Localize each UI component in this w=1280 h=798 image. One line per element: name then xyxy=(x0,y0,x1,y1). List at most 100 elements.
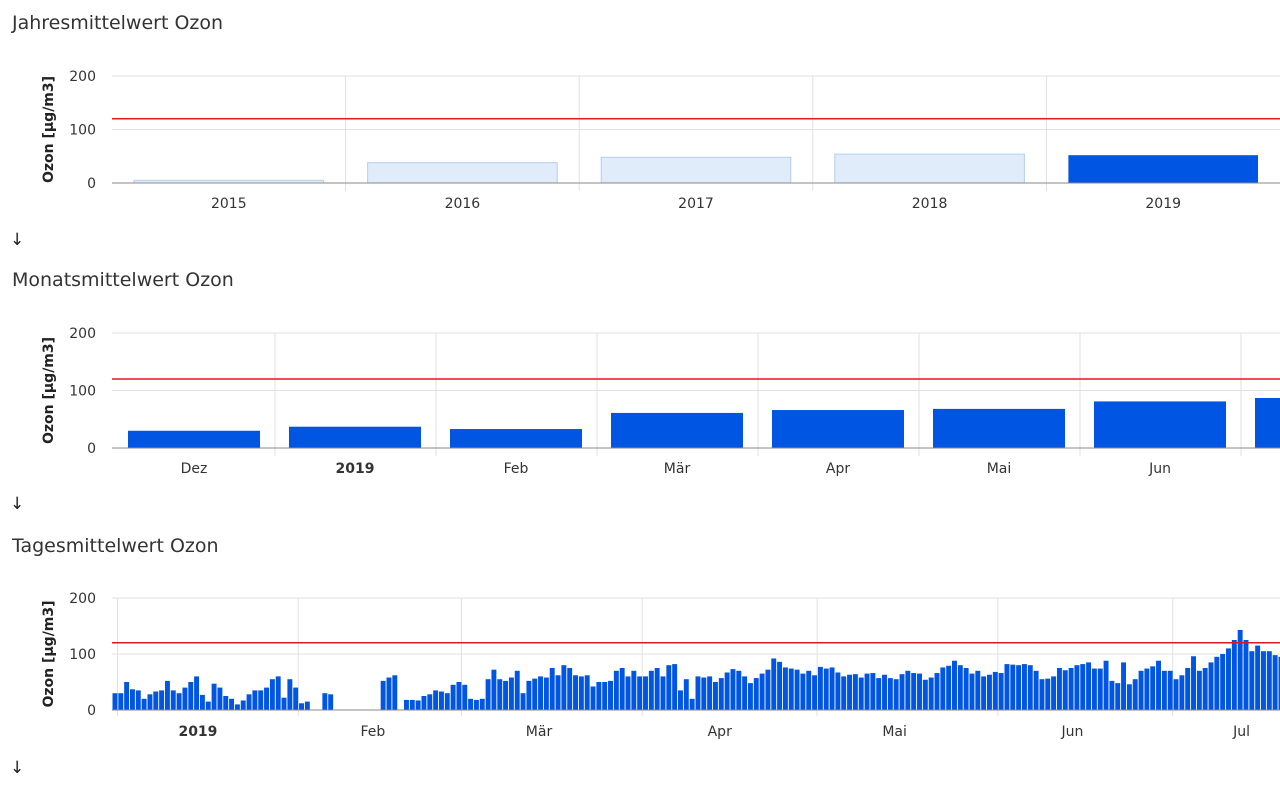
bar xyxy=(887,678,893,710)
bar xyxy=(508,677,514,710)
bar xyxy=(1196,670,1202,710)
bar xyxy=(893,679,899,710)
y-tick-label: 0 xyxy=(87,441,96,457)
bar xyxy=(1243,640,1249,710)
bar xyxy=(322,693,328,710)
bar xyxy=(934,673,940,710)
bar xyxy=(543,677,549,710)
bar xyxy=(753,678,759,710)
bar xyxy=(654,668,660,710)
bar xyxy=(1179,675,1185,710)
bar xyxy=(1150,666,1156,710)
yearly-chart: 0 100 200 Ozon [µg/m3] 2015 2016 2017 2018 2019 xyxy=(41,69,1280,212)
bar xyxy=(578,676,584,710)
bar xyxy=(905,670,911,710)
x-tick-label: 2018 xyxy=(912,196,948,212)
bar xyxy=(404,699,409,710)
chart-title-daily: Tagesmittelwert Ozon xyxy=(12,535,219,557)
bar xyxy=(1115,683,1121,710)
y-tick-label: 0 xyxy=(87,176,96,192)
bar xyxy=(777,661,783,710)
bar xyxy=(1261,651,1266,710)
bar xyxy=(538,676,544,710)
bar xyxy=(573,675,578,710)
bar xyxy=(882,674,887,710)
bar xyxy=(683,679,689,710)
bar xyxy=(759,673,765,710)
bar xyxy=(1185,668,1191,710)
bar xyxy=(782,667,788,710)
bar xyxy=(952,660,957,710)
bar xyxy=(217,687,223,710)
x-tick-label: Jun xyxy=(1148,461,1171,477)
bar xyxy=(800,673,806,710)
x-tick-label: 2019 xyxy=(178,724,217,740)
bar xyxy=(981,676,987,710)
bar xyxy=(438,691,444,710)
bar xyxy=(1004,664,1010,710)
bar xyxy=(590,686,596,710)
bar xyxy=(205,701,211,710)
bar xyxy=(619,668,625,710)
bar xyxy=(182,687,188,710)
download-icon[interactable]: ↓ xyxy=(10,758,25,778)
bar xyxy=(421,696,427,710)
bar xyxy=(194,676,200,710)
bar xyxy=(817,666,823,710)
bar xyxy=(269,679,275,710)
x-tick-label: 2019 xyxy=(1145,196,1181,212)
download-icon[interactable]: ↓ xyxy=(10,230,25,250)
bar xyxy=(841,676,847,710)
bar xyxy=(128,430,260,448)
bar xyxy=(479,698,485,710)
x-tick-label: Jul xyxy=(1232,724,1250,740)
y-tick-label: 0 xyxy=(87,703,96,719)
bar xyxy=(258,690,264,710)
bar xyxy=(788,668,794,710)
bar xyxy=(176,693,182,710)
bar xyxy=(1091,668,1097,710)
bar xyxy=(1033,670,1039,710)
bar xyxy=(940,667,946,710)
x-tick-label: 2017 xyxy=(678,196,714,212)
x-tick-label: Apr xyxy=(826,461,850,477)
y-tick-label: 200 xyxy=(69,326,96,342)
bar xyxy=(1231,640,1237,710)
bar xyxy=(946,665,952,710)
bar xyxy=(304,701,310,710)
daily-chart: 0 100 200 Ozon [µg/m3] 2019 Feb Mär Apr Mai Jun Ju… xyxy=(41,591,1280,740)
bar xyxy=(876,678,882,710)
monthly-chart: 0 100 200 Ozon [µg/m3] Dez 2019 Feb Mär Apr Mai Ju… xyxy=(41,326,1280,477)
bar xyxy=(485,679,491,710)
bar xyxy=(584,675,590,710)
bar xyxy=(911,673,917,710)
bar xyxy=(963,668,969,710)
bar xyxy=(1272,655,1278,710)
bar xyxy=(1062,670,1068,710)
bar xyxy=(1278,656,1280,710)
bar xyxy=(600,156,792,184)
bar xyxy=(707,676,713,710)
bar xyxy=(933,408,1065,448)
bar xyxy=(1094,401,1226,448)
bar xyxy=(1255,645,1261,710)
bar xyxy=(648,670,654,710)
bar xyxy=(275,676,281,710)
x-tick-label: Mär xyxy=(526,724,553,740)
bar xyxy=(1068,155,1258,183)
bar xyxy=(299,703,304,710)
bar xyxy=(526,680,532,710)
x-tick-label: Jun xyxy=(1061,724,1084,740)
download-icon[interactable]: ↓ xyxy=(10,494,25,514)
bar xyxy=(772,410,904,448)
bar xyxy=(468,698,474,710)
bar xyxy=(1086,662,1092,710)
bar xyxy=(678,690,683,710)
bar xyxy=(567,668,573,710)
bar xyxy=(328,694,334,710)
bar xyxy=(1021,664,1027,710)
bar xyxy=(170,690,176,710)
bar xyxy=(608,680,613,710)
bar xyxy=(829,667,835,710)
bar xyxy=(922,679,928,710)
